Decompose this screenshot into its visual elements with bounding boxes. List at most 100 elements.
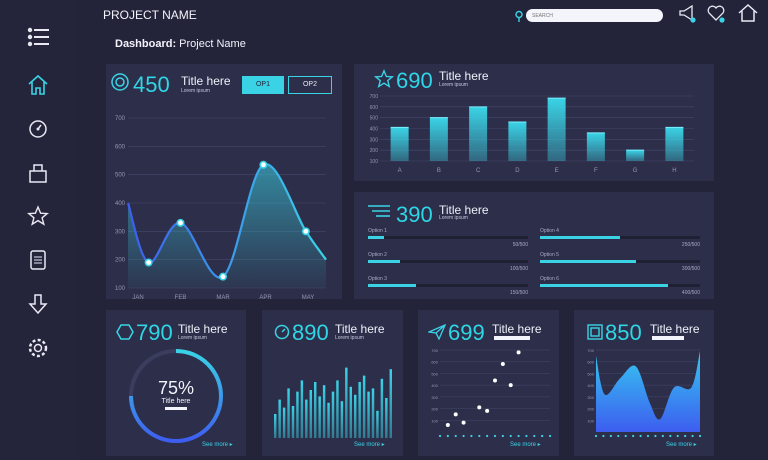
x-axis-dot	[541, 434, 544, 438]
option-label: Option 2	[368, 252, 387, 258]
card-value: 390	[396, 202, 433, 227]
y-tick-label: 100	[370, 159, 379, 165]
y-tick-label: 200	[431, 407, 438, 412]
heart-icon[interactable]	[707, 5, 727, 23]
x-axis-dot	[698, 434, 702, 438]
donut-chart	[129, 349, 223, 443]
histogram-bar	[309, 390, 312, 438]
layers-icon	[587, 324, 603, 340]
option-progress-fill	[368, 284, 416, 287]
y-tick-label: 600	[431, 360, 438, 365]
y-tick-label: 700	[431, 348, 438, 353]
y-tick-label: 400	[587, 383, 594, 388]
card-line-chart: 450 Title here Lorem ipsum OP1 OP2 100 20…	[106, 64, 342, 299]
histogram-bar	[380, 378, 384, 438]
card-value: 690	[396, 68, 433, 93]
breadcrumb-project: Project Name	[176, 38, 246, 50]
x-axis-dot	[624, 434, 627, 438]
histogram-bar	[371, 388, 375, 438]
area-series	[596, 351, 700, 432]
home-header-icon[interactable]	[738, 3, 758, 22]
option-value: 50/500	[512, 242, 528, 248]
x-axis-dot	[639, 434, 642, 438]
x-tick-label: F	[594, 168, 598, 174]
histogram-bar	[318, 396, 321, 438]
option-label: Option 4	[540, 228, 559, 234]
y-tick-label: 100	[115, 286, 126, 292]
card-title: Title here	[439, 69, 489, 83]
x-axis-dot	[478, 434, 481, 438]
histogram-bar	[367, 391, 370, 438]
card-title: Title here	[335, 322, 385, 336]
option-label: Option 1	[368, 228, 387, 234]
x-axis-dot	[486, 434, 489, 438]
download-icon[interactable]	[27, 293, 49, 315]
bar	[469, 106, 488, 161]
home-icon[interactable]	[27, 74, 49, 96]
see-more-link[interactable]: See more ▸	[510, 442, 541, 448]
hexagon-icon	[116, 323, 134, 341]
data-point	[259, 160, 268, 169]
histogram-bar	[291, 406, 295, 438]
x-tick-label: MAR	[216, 295, 230, 299]
search-input[interactable]	[526, 9, 663, 22]
menu-icon[interactable]	[27, 26, 49, 48]
box-icon[interactable]	[27, 162, 49, 184]
see-more-link[interactable]: See more ▸	[666, 442, 697, 448]
list-lines-icon	[368, 204, 390, 218]
card-value: 450	[133, 72, 170, 97]
card-subtitle: Lorem ipsum	[439, 215, 468, 221]
x-axis-dot	[669, 434, 672, 438]
star-outline-icon	[373, 69, 395, 89]
settings-icon[interactable]	[27, 337, 49, 359]
donut-label: Title here	[161, 398, 191, 405]
histogram-chart	[274, 367, 392, 438]
card-histogram: 890 Title here Lorem ipsum See more ▸	[262, 310, 403, 456]
y-tick-label: 500	[115, 173, 126, 179]
card-subtitle: Lorem ipsum	[335, 335, 364, 341]
y-tick-label: 100	[431, 418, 438, 423]
see-more-link[interactable]: See more ▸	[354, 442, 385, 448]
histogram-bar	[296, 391, 299, 438]
y-tick-label: 700	[587, 348, 594, 353]
sidebar	[0, 0, 76, 460]
document-icon[interactable]	[27, 249, 49, 271]
see-more-link[interactable]: See more ▸	[202, 442, 233, 448]
line-area	[128, 164, 326, 288]
histogram-bar	[345, 367, 348, 438]
x-axis-dot	[646, 434, 650, 438]
scatter-chart: 100 200 300 400 500 600 700	[431, 348, 552, 438]
scatter-point	[500, 362, 505, 367]
target-icon	[110, 72, 130, 92]
option-progress-track	[368, 236, 528, 239]
op1-button[interactable]: OP1	[242, 76, 284, 94]
star-icon[interactable]	[26, 205, 50, 227]
op2-button[interactable]: OP2	[288, 76, 332, 94]
scatter-point	[461, 420, 466, 425]
histogram-bar	[305, 399, 308, 438]
x-tick-label: APR	[259, 295, 272, 299]
card-donut: 790 Title here Lorem ipsum 75% Title her…	[106, 310, 246, 456]
line-chart: 100 200 300 400 500 600 700 JAN FEB MAR APR MAY	[115, 116, 327, 299]
bar	[547, 98, 566, 161]
option-progress-track	[540, 284, 700, 287]
card-value: 890	[292, 320, 329, 345]
option-progress-fill	[540, 236, 620, 239]
option-label: Option 6	[540, 276, 559, 282]
subtitle-placeholder-bar	[652, 336, 684, 340]
y-tick-label: 500	[370, 116, 379, 122]
option-label: Option 3	[368, 276, 387, 282]
megaphone-icon[interactable]	[678, 4, 698, 23]
x-axis-dot	[676, 434, 679, 438]
breadcrumb-label: Dashboard:	[115, 38, 177, 50]
histogram-bar	[362, 375, 366, 438]
histogram-bar	[322, 385, 326, 438]
option-value: 250/500	[681, 242, 700, 248]
dashboard-gauge-icon[interactable]	[27, 118, 49, 140]
option-progress-track	[368, 284, 528, 287]
histogram-bar	[282, 407, 286, 438]
option-progress-fill	[368, 236, 384, 239]
card-title: Title here	[178, 322, 228, 336]
bar	[665, 127, 684, 161]
option-value: 150/500	[509, 290, 528, 296]
